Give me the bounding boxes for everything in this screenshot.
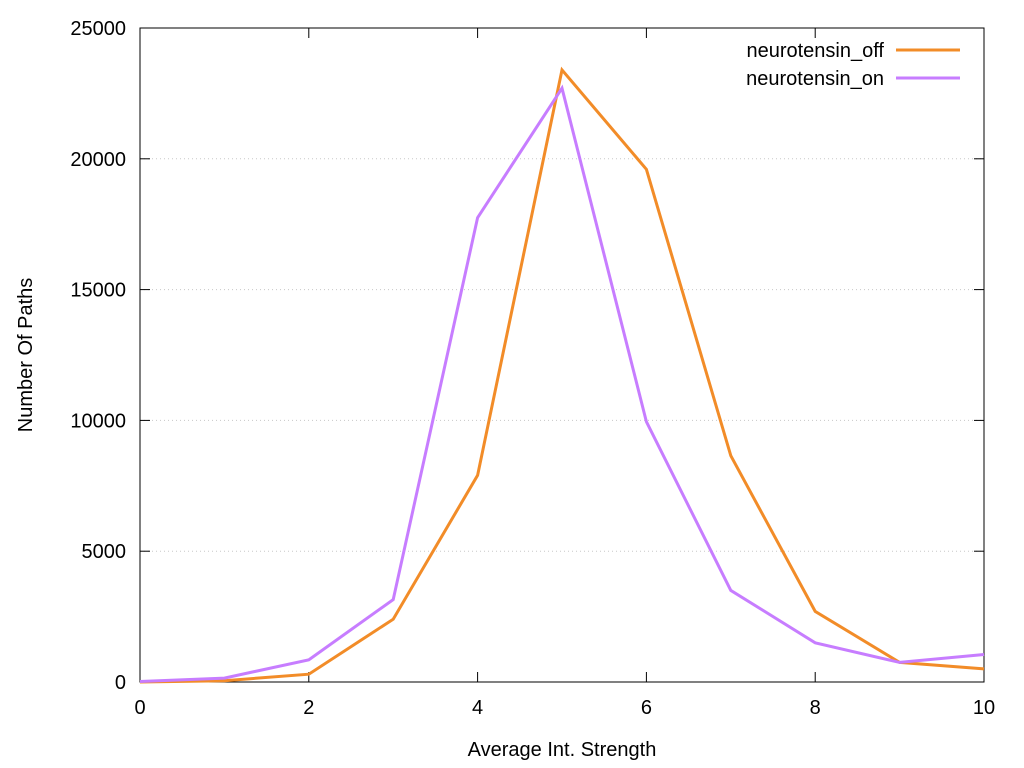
x-tick-label: 2 — [303, 697, 314, 719]
y-tick-label: 20000 — [70, 149, 126, 171]
legend-label: neurotensin_on — [746, 68, 884, 90]
x-tick-label: 8 — [810, 697, 821, 719]
legend-label: neurotensin_off — [746, 40, 884, 62]
y-tick-label: 15000 — [70, 280, 126, 302]
grid-lines — [140, 158, 984, 552]
y-axis-label: Number Of Paths — [15, 278, 37, 433]
y-tick-label: 10000 — [70, 410, 126, 432]
y-tick-label: 5000 — [82, 541, 127, 563]
y-tick-label: 0 — [115, 672, 126, 694]
x-tick-label: 10 — [973, 697, 995, 719]
y-tick-label: 25000 — [70, 18, 126, 40]
series-line-neurotensin_on — [139, 84, 985, 683]
series-line-neurotensin_off — [139, 66, 985, 684]
x-tick-label: 0 — [134, 697, 145, 719]
plot-frame — [139, 27, 985, 683]
x-tick-label: 6 — [641, 697, 652, 719]
x-axis-label: Average Int. Strength — [468, 739, 657, 761]
legend: neurotensin_off neurotensin_on — [746, 40, 960, 90]
series-lines — [139, 66, 985, 684]
axis-ticks: 0 5000 10000 15000 20000 25000 0 2 4 6 8 10 — [70, 18, 995, 719]
x-tick-label: 4 — [472, 697, 483, 719]
